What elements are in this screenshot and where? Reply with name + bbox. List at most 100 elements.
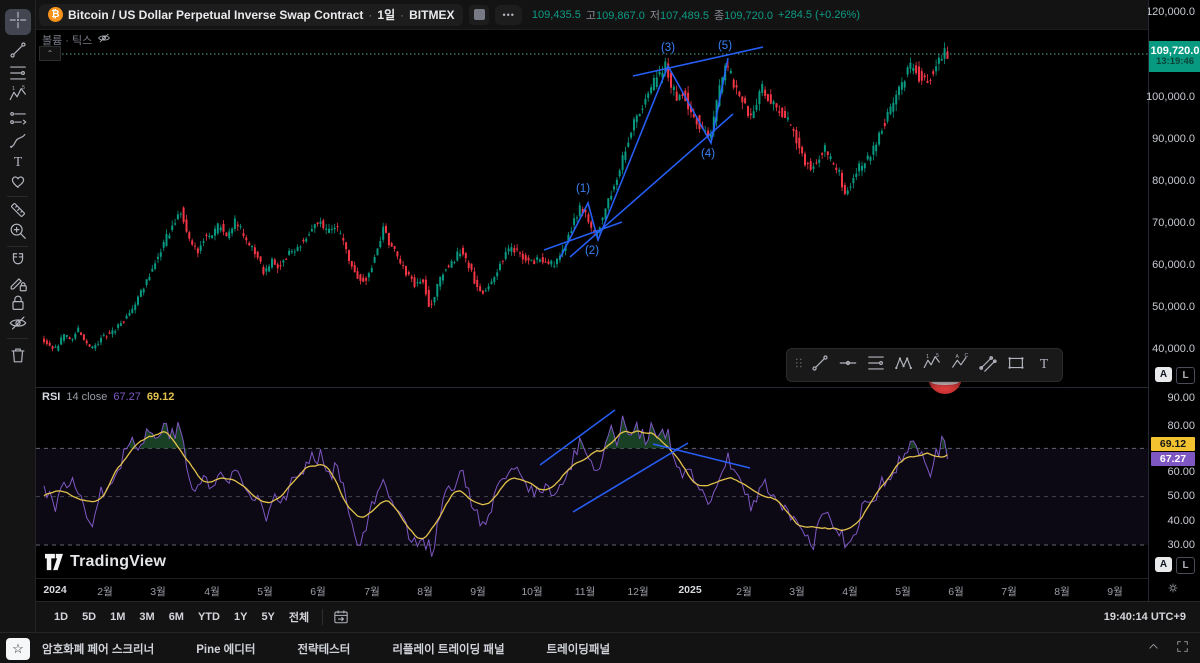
range-3m-button[interactable]: 3M xyxy=(139,611,155,623)
crosshair-icon xyxy=(8,10,28,35)
horizontal-line-button[interactable] xyxy=(834,351,862,379)
current-price-value: 109,720.0 xyxy=(1150,44,1200,57)
gear-icon[interactable] xyxy=(1166,581,1180,600)
ruler-tool[interactable] xyxy=(5,199,31,225)
xabcd-pattern-button[interactable] xyxy=(890,351,918,379)
remove-drawings-tool[interactable] xyxy=(5,344,31,370)
rsi-legend[interactable]: RSI 14 close 67.27 69.12 xyxy=(42,391,174,403)
low-value: 107,489.5 xyxy=(660,9,709,22)
price-tick: 120,000.0 xyxy=(1146,6,1195,18)
range-전체-button[interactable]: 전체 xyxy=(288,612,310,624)
text-tool-tool[interactable]: T xyxy=(5,150,31,176)
bottom-tab[interactable]: Pine 에디터 xyxy=(196,643,256,656)
range-5d-button[interactable]: 5D xyxy=(82,611,97,623)
bottom-panel-bar: ☆ 암호화폐 페어 스크리너 Pine 에디터 전략테스터 리플레이 트레이딩 패널 트… xyxy=(0,632,1200,663)
rsi-signal-price-label: 69.12 xyxy=(1151,437,1195,451)
lock-tool[interactable] xyxy=(5,292,31,318)
time-tick: 7월 xyxy=(364,586,380,598)
trendline-button[interactable] xyxy=(806,351,834,379)
auto-scale-button[interactable]: A xyxy=(1155,367,1172,382)
brush-tool[interactable] xyxy=(5,129,31,155)
candle-style-button[interactable] xyxy=(469,4,490,25)
forecast-tool[interactable] xyxy=(5,107,31,133)
toolbar-separator xyxy=(7,196,28,197)
price-tick: 50,000.0 xyxy=(1152,301,1195,313)
bottom-tab[interactable]: 리플레이 트레이딩 패널 xyxy=(392,643,505,656)
svg-text:(3): (3) xyxy=(661,42,675,54)
maximize-panel-icon[interactable] xyxy=(1175,639,1190,659)
bottom-tab[interactable]: 전략테스터 xyxy=(297,643,351,656)
divider xyxy=(322,609,324,625)
rsi-signal-value: 69.12 xyxy=(146,391,175,403)
drawing-lock-tool[interactable] xyxy=(5,272,31,298)
drag-handle-button[interactable] xyxy=(791,351,806,379)
parallel-channel-icon xyxy=(978,353,998,378)
clock-label[interactable]: 19:40:14 UTC+9 xyxy=(1103,611,1186,623)
range-1d-button[interactable]: 1D xyxy=(54,611,69,623)
close-label: 종 xyxy=(713,9,725,22)
log-scale-button[interactable]: L xyxy=(1176,557,1195,574)
range-1y-button[interactable]: 1Y xyxy=(233,611,248,623)
time-tick: 3월 xyxy=(789,586,805,598)
rectangle-button[interactable] xyxy=(1002,351,1030,379)
remove-drawings-icon xyxy=(8,345,28,370)
auto-scale-button[interactable]: A xyxy=(1155,557,1172,572)
svg-text:5: 5 xyxy=(22,85,25,91)
emoji-icon xyxy=(8,171,28,196)
drag-handle-icon xyxy=(791,355,807,376)
emoji-tool[interactable] xyxy=(5,170,31,196)
star-icon[interactable]: ☆ xyxy=(6,637,30,660)
range-5y-button[interactable]: 5Y xyxy=(261,611,275,623)
price-axis[interactable]: 120,000.0 100,000.0 90,000.0 80,000.0 70,000… xyxy=(1146,0,1200,601)
time-tick: 8월 xyxy=(1054,586,1070,598)
bottom-tab[interactable]: 암호화폐 페어 스크리너 xyxy=(42,643,155,656)
magnet-tool[interactable] xyxy=(5,250,31,276)
range-1m-button[interactable]: 1M xyxy=(110,611,126,623)
crosshair-tool[interactable] xyxy=(5,9,31,35)
toolbar-separator xyxy=(7,338,28,339)
high-label: 고 xyxy=(585,9,596,22)
tradingview-logo-icon xyxy=(45,553,63,571)
volume-legend[interactable]: 볼륨 · 틱스 xyxy=(42,31,111,48)
range-ytd-button[interactable]: YTD xyxy=(197,611,220,623)
volume-legend-label: 볼륨 · 틱스 xyxy=(42,34,93,47)
zoom-in-tool[interactable] xyxy=(5,220,31,246)
rsi-tick: 30.00 xyxy=(1167,539,1195,551)
separator-dot: · xyxy=(400,7,405,22)
eye-off-icon[interactable] xyxy=(97,31,111,48)
time-tick: 2월 xyxy=(97,586,113,598)
bottom-tab[interactable]: 트레이딩패널 xyxy=(546,643,611,656)
time-tick: 3월 xyxy=(150,586,166,598)
rsi-main-price-label: 67.27 xyxy=(1151,452,1195,466)
rectangle-icon xyxy=(1006,353,1026,378)
range-6m-button[interactable]: 6M xyxy=(168,611,184,623)
svg-text:1: 1 xyxy=(926,354,929,360)
time-tick: 5월 xyxy=(257,586,273,598)
symbol-search-button[interactable]: ₿ Bitcoin / US Dollar Perpetual Inverse … xyxy=(39,3,464,26)
time-axis[interactable]: 2024 2월 3월 4월 5월 6월 7월 8월 9월 10월 11월 12월 2025 2월 3월 4월 5… xyxy=(35,578,1148,602)
high-value: 109,867.0 xyxy=(595,9,645,22)
rsi-tick: 80.00 xyxy=(1167,420,1195,432)
interval-button[interactable]: 1일 xyxy=(377,8,396,22)
text-tool-button[interactable]: T xyxy=(1030,351,1058,379)
exchange-label: BITMEX xyxy=(409,7,455,22)
more-options-button[interactable]: ••• xyxy=(495,4,522,25)
trendline-tool[interactable] xyxy=(5,39,31,65)
hide-drawings-tool[interactable] xyxy=(5,312,31,338)
parallel-channel-button[interactable] xyxy=(974,351,1002,379)
log-scale-button[interactable]: L xyxy=(1176,367,1195,384)
pane-collapse-button[interactable]: ⌃ xyxy=(39,46,61,61)
fib-retracement-tool[interactable] xyxy=(5,62,31,88)
time-tick: 6월 xyxy=(310,586,326,598)
text-tool-icon: T xyxy=(8,151,28,176)
chevron-up-icon[interactable] xyxy=(1146,639,1161,659)
go-to-date-icon[interactable] xyxy=(329,605,353,629)
fib-retracement-button[interactable] xyxy=(862,351,890,379)
